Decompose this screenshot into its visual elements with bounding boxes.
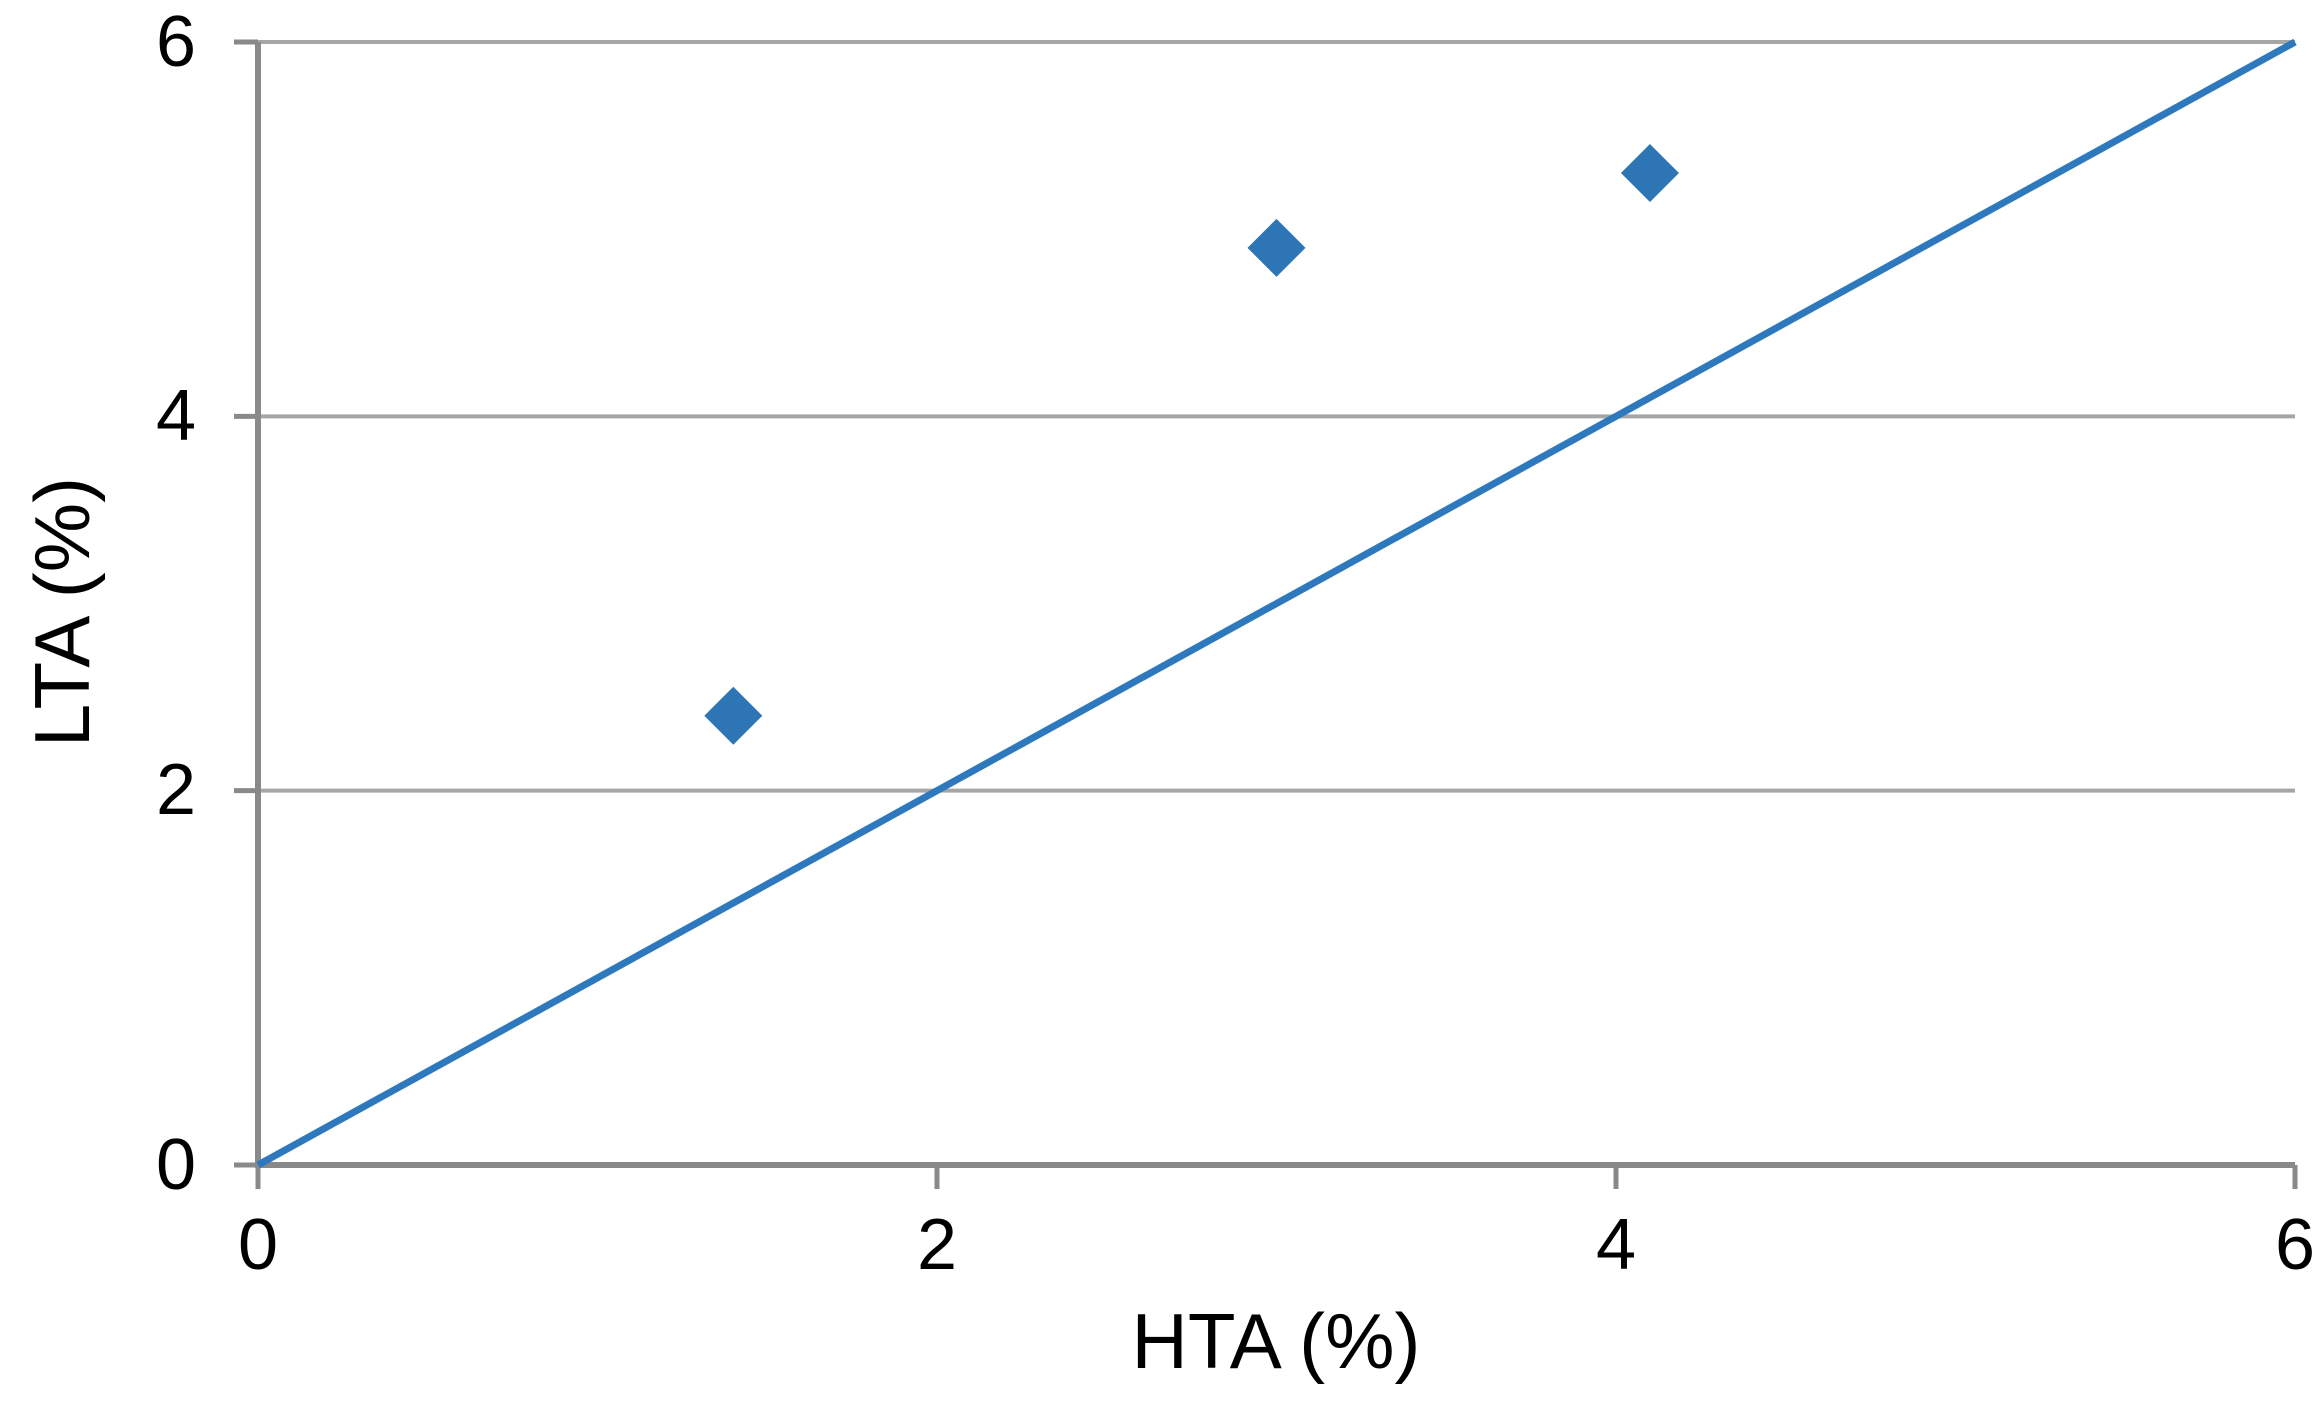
y-axis-title: LTA (%) [18,476,106,748]
y-tick-label-4: 4 [155,376,196,456]
x-tick-label-2: 2 [916,1205,958,1285]
scatter-point-2 [1620,144,1679,203]
scatter-point-0 [704,686,763,745]
x-tick-label-6: 6 [2274,1205,2316,1285]
y-tick-label-2: 2 [155,750,196,830]
x-tick-label-0: 0 [237,1205,279,1285]
scatter-point-1 [1247,218,1306,277]
y-tick-label-0: 0 [155,1125,196,1205]
x-axis-title: HTA (%) [1131,1297,1421,1385]
identity-line [256,38,2297,1169]
y-tick-label-6: 6 [155,2,196,82]
x-tick-label-4: 4 [1595,1205,1637,1285]
